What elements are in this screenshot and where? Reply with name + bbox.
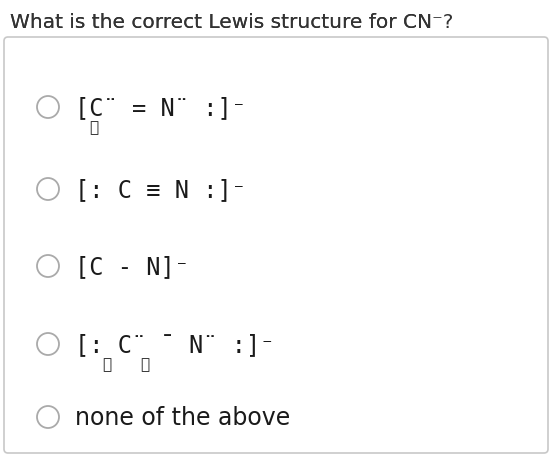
Text: What is the correct Lewis structure for CN⁻?: What is the correct Lewis structure for … — [10, 12, 453, 31]
Circle shape — [37, 256, 59, 277]
Text: [C̈ = N̈ :]⁻: [C̈ = N̈ :]⁻ — [75, 96, 246, 120]
Text: [: C ≡ N :]⁻: [: C ≡ N :]⁻ — [75, 178, 246, 202]
Text: [C - N]⁻: [C - N]⁻ — [75, 254, 189, 279]
Text: ‥: ‥ — [102, 357, 111, 372]
Text: [: C̈ ¯ N̈ :]⁻: [: C̈ ¯ N̈ :]⁻ — [75, 332, 275, 356]
Text: none of the above: none of the above — [75, 405, 290, 429]
Circle shape — [37, 333, 59, 355]
FancyBboxPatch shape — [4, 38, 548, 453]
Circle shape — [37, 179, 59, 201]
Text: ‥: ‥ — [89, 120, 98, 135]
Circle shape — [37, 406, 59, 428]
Circle shape — [37, 97, 59, 119]
Text: What is the correct Lewis structure for CN: What is the correct Lewis structure for … — [10, 12, 432, 31]
Text: ‥: ‥ — [140, 357, 149, 372]
